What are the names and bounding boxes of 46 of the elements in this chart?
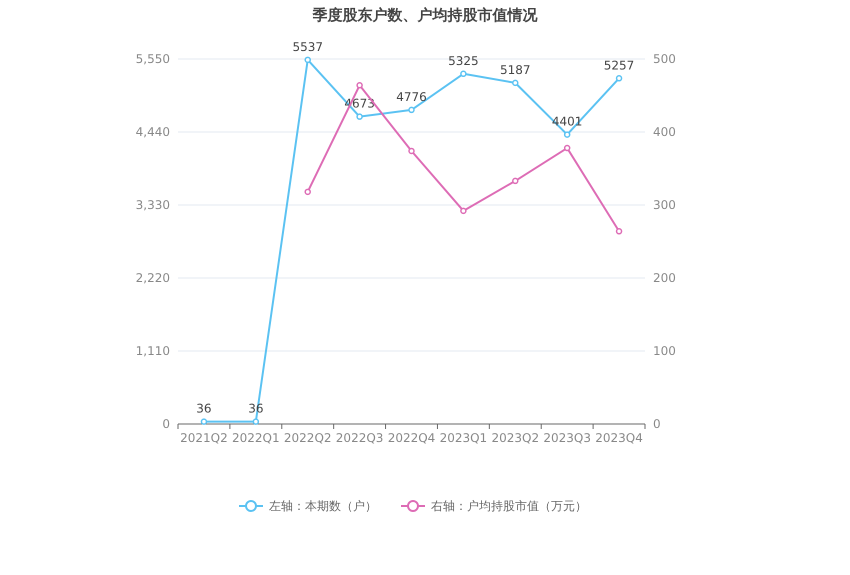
point — [616, 228, 622, 235]
point — [356, 113, 363, 120]
point — [512, 80, 519, 86]
point — [408, 148, 415, 154]
x-tick-label: 2022Q2 — [284, 431, 332, 445]
point — [408, 106, 415, 114]
y-tick-label: 3,330 — [136, 198, 170, 212]
y-tick-label: 4,440 — [136, 125, 170, 139]
point — [304, 188, 311, 196]
point — [512, 178, 519, 184]
data-label: 5257 — [604, 58, 634, 72]
x-tick-label: 2023Q3 — [543, 431, 591, 445]
data-label: 4776 — [396, 90, 427, 104]
x-tick-label: 2022Q4 — [388, 431, 436, 445]
point — [616, 75, 622, 82]
x-tick-label: 2023Q2 — [491, 431, 540, 445]
point — [252, 418, 260, 425]
point — [356, 82, 363, 89]
y2-tick-label: 500 — [653, 52, 676, 66]
data-label: 5187 — [500, 62, 531, 77]
point — [564, 131, 570, 138]
point — [200, 418, 208, 425]
y-tick-label: 0 — [162, 417, 170, 431]
y2-tick-label: 200 — [653, 271, 676, 285]
data-label: 5537 — [292, 40, 323, 54]
data-label: 5325 — [448, 54, 479, 68]
data-label: 36 — [196, 402, 212, 416]
point — [460, 70, 467, 78]
x-tick-label: 2021Q2 — [180, 431, 228, 445]
y2-tick-label: 100 — [653, 344, 676, 358]
point — [460, 208, 467, 214]
y-tick-label: 1,110 — [136, 344, 170, 358]
y2-tick-label: 300 — [653, 198, 676, 212]
y2-tick-label: 400 — [653, 125, 676, 139]
chart-title: 季度股东户数、户均持股市值情况 — [312, 6, 538, 24]
x-tick-label: 2022Q1 — [232, 431, 280, 445]
y2-tick-label: 0 — [653, 417, 661, 431]
legend-label: 左轴：本期数（户） — [269, 499, 377, 513]
x-tick-label: 2023Q4 — [595, 431, 643, 445]
x-tick-label: 2022Q3 — [336, 431, 384, 445]
y-tick-label: 5,550 — [136, 52, 170, 66]
legend-label: 右轴：户均持股市值（万元） — [431, 499, 587, 513]
x-tick-label: 2023Q1 — [440, 431, 488, 445]
point — [564, 144, 570, 152]
y-tick-label: 2,220 — [136, 271, 170, 285]
point — [304, 56, 311, 64]
